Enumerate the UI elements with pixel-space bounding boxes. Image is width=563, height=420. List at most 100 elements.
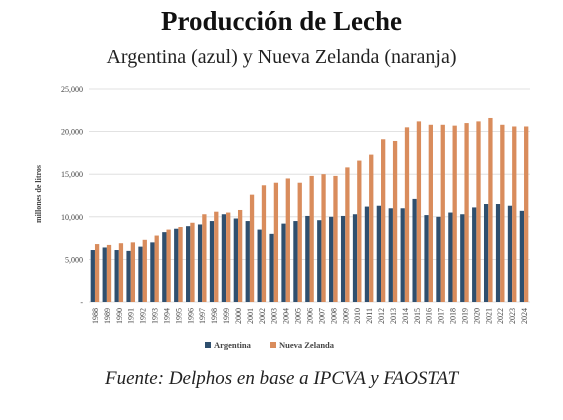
bar-nueva-zelanda-2011: [369, 154, 374, 302]
bar-nueva-zelanda-2016: [428, 124, 433, 302]
x-tick-label: 1999: [222, 308, 231, 324]
bar-argentina-2011: [364, 206, 370, 302]
y-axis-ticks: 25,000 20,000 15,000 10,000 5,000 -: [61, 85, 83, 307]
bar-nueva-zelanda-2023: [512, 126, 517, 302]
bar-nueva-zelanda-2003: [273, 182, 279, 302]
bar-nueva-zelanda-2017: [440, 124, 445, 302]
x-tick-label: 1998: [210, 308, 219, 324]
bar-nueva-zelanda-1994: [166, 229, 171, 302]
bar-nueva-zelanda-2005: [297, 182, 302, 302]
x-axis-ticks: 1988 1989 1990 1991 1992 1993 1994 1995 1996 1997…: [91, 308, 529, 324]
x-tick-label: 2016: [425, 308, 434, 324]
bar-argentina-2017: [436, 216, 441, 302]
chart-subtitle: Argentina (azul) y Nueva Zelanda (naranj…: [106, 46, 457, 68]
x-tick-label: 2000: [234, 308, 243, 324]
bar-nueva-zelanda-2004: [285, 178, 290, 302]
y-tick-label: 15,000: [61, 170, 83, 179]
x-tick-label: 1996: [186, 308, 195, 324]
legend-swatch-argentina: [205, 342, 211, 348]
bar-nueva-zelanda-2000: [237, 209, 243, 302]
bar-argentina-2010: [352, 214, 358, 302]
bar-argentina-1991: [126, 250, 131, 302]
x-tick-label: 1992: [139, 308, 148, 324]
x-tick-label: 2023: [508, 308, 517, 324]
bar-argentina-1989: [102, 247, 107, 302]
bar-argentina-1997: [197, 224, 203, 302]
x-tick-label: 2005: [294, 308, 303, 324]
bar-nueva-zelanda-2012: [381, 139, 386, 302]
bar-argentina-1993: [150, 242, 155, 302]
x-tick-label: 2021: [484, 308, 493, 324]
y-axis-label: millones de litros: [34, 165, 43, 223]
x-tick-label: 2012: [377, 308, 386, 324]
x-tick-label: 2006: [306, 308, 315, 324]
x-tick-label: 2001: [246, 308, 255, 324]
y-tick-label: 5,000: [65, 255, 83, 264]
bar-argentina-2020: [472, 207, 477, 302]
x-tick-label: 1991: [127, 308, 136, 324]
bar-argentina-2016: [424, 215, 429, 302]
bar-argentina-1996: [186, 226, 191, 302]
bar-argentina-1998: [209, 221, 215, 302]
x-tick-label: 2014: [401, 308, 410, 324]
x-tick-label: 2003: [270, 308, 279, 324]
chart-title: Producción de Leche: [161, 6, 402, 36]
bar-argentina-2024: [519, 210, 525, 302]
bar-nueva-zelanda-1997: [202, 214, 207, 302]
y-tick-label: 10,000: [61, 213, 83, 222]
x-tick-label: 1995: [174, 308, 183, 324]
bar-argentina-2018: [448, 212, 453, 302]
x-tick-label: 2002: [258, 308, 267, 324]
x-tick-label: 2013: [389, 308, 398, 324]
bars: [90, 117, 529, 302]
bar-nueva-zelanda-2018: [452, 125, 457, 302]
bar-nueva-zelanda-2014: [404, 127, 410, 302]
legend-swatch-nueva-zelanda: [270, 342, 276, 348]
bar-nueva-zelanda-1999: [226, 212, 231, 302]
y-tick-label: 25,000: [61, 85, 83, 94]
bar-nueva-zelanda-2015: [416, 121, 422, 302]
bar-argentina-2002: [257, 229, 262, 302]
x-tick-label: 2020: [472, 308, 481, 324]
x-tick-label: 2017: [437, 308, 446, 324]
x-tick-label: 2015: [413, 308, 422, 324]
bar-nueva-zelanda-2019: [464, 123, 469, 302]
bar-argentina-2000: [233, 218, 238, 302]
bar-argentina-2014: [400, 208, 405, 302]
bar-argentina-1999: [221, 214, 227, 302]
bar-nueva-zelanda-2010: [357, 160, 362, 302]
bar-nueva-zelanda-1988: [94, 244, 100, 302]
bar-nueva-zelanda-2009: [345, 167, 350, 302]
bar-nueva-zelanda-2013: [392, 140, 398, 302]
bar-nueva-zelanda-1989: [106, 244, 112, 302]
y-tick-label: -: [80, 298, 83, 307]
bar-argentina-2006: [305, 215, 310, 302]
legend: Argentina Nueva Zelanda: [205, 340, 335, 350]
bar-argentina-2009: [340, 215, 346, 302]
bar-argentina-1988: [90, 250, 95, 302]
bar-nueva-zelanda-2021: [488, 117, 493, 302]
bar-nueva-zelanda-2020: [476, 121, 481, 302]
bar-nueva-zelanda-1996: [190, 222, 195, 302]
bar-nueva-zelanda-1991: [130, 242, 136, 302]
x-tick-label: 2008: [329, 308, 338, 324]
x-tick-label: 2018: [449, 308, 458, 324]
legend-label-nueva-zelanda: Nueva Zelanda: [279, 340, 335, 350]
bar-argentina-2019: [460, 214, 465, 302]
bar-nueva-zelanda-1992: [142, 239, 147, 302]
x-tick-label: 2007: [317, 308, 326, 324]
x-tick-label: 1988: [91, 308, 100, 324]
x-tick-label: 2009: [341, 308, 350, 324]
bar-argentina-2004: [281, 223, 286, 302]
bar-argentina-1995: [174, 228, 179, 302]
legend-label-argentina: Argentina: [214, 340, 252, 350]
y-tick-label: 20,000: [61, 128, 83, 137]
x-tick-label: 1994: [162, 308, 171, 324]
bar-argentina-1990: [114, 250, 119, 302]
bar-nueva-zelanda-1990: [118, 243, 124, 302]
bar-argentina-2001: [245, 221, 250, 302]
bar-nueva-zelanda-1998: [214, 211, 219, 302]
bar-argentina-1994: [162, 232, 167, 302]
x-tick-label: 2024: [520, 308, 529, 324]
